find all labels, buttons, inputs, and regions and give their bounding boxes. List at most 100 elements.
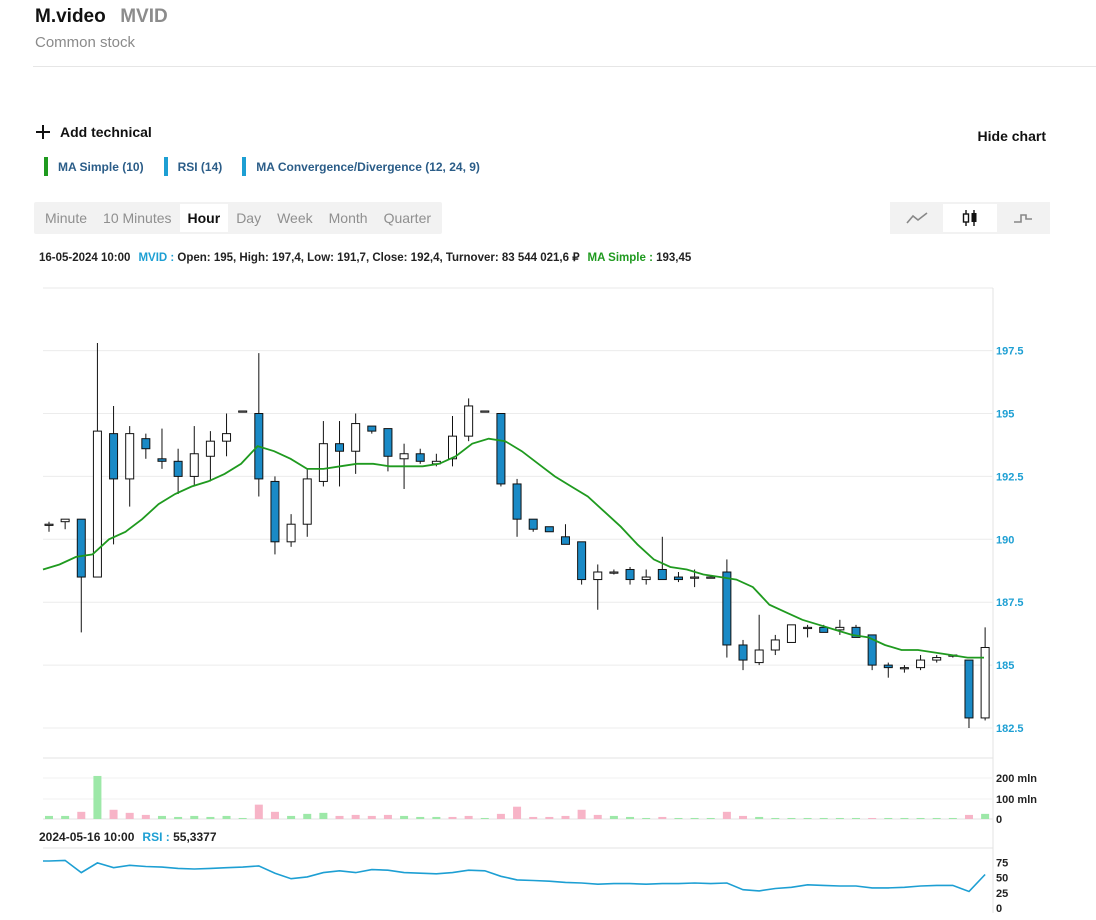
period-hour[interactable]: Hour [179, 204, 229, 232]
candle-body [819, 626, 829, 633]
candle-body [657, 568, 667, 581]
candle-body [883, 664, 893, 669]
candle-body [980, 646, 990, 719]
candle-body [92, 430, 102, 578]
candle-body [673, 576, 683, 581]
candle-body [916, 659, 926, 669]
period-week[interactable]: Week [277, 210, 313, 226]
volume-bar [642, 817, 651, 819]
volume-bar [61, 815, 70, 819]
candle-body [254, 413, 264, 480]
add-technical-label: Add technical [60, 124, 152, 140]
rsi-tick-label: 50 [996, 873, 1008, 885]
volume-bar [206, 816, 215, 819]
candle-body [222, 433, 232, 442]
volume-bar [529, 816, 538, 819]
company-name: M.video [35, 6, 106, 27]
indicator-label: MA Simple (10) [58, 159, 144, 174]
price-tick-label: 187.5 [996, 597, 1024, 609]
volume-bar [739, 815, 748, 819]
volume-bar [658, 816, 667, 819]
candle-body [899, 667, 909, 670]
hide-chart-button[interactable]: Hide chart [977, 128, 1046, 144]
volume-bar [367, 815, 376, 819]
volume-bar [109, 809, 118, 819]
candle-body [302, 478, 312, 525]
ma-value: 193,45 [656, 252, 692, 264]
candle-body [415, 453, 425, 462]
chart-type-selector [890, 202, 1050, 234]
add-technical-button[interactable]: Add technical [36, 124, 152, 140]
candle-body [803, 626, 813, 630]
period-month[interactable]: Month [328, 210, 368, 226]
volume-bar [496, 813, 505, 819]
period-minute[interactable]: Minute [45, 210, 88, 226]
candle-body [851, 626, 861, 638]
candle-body [948, 654, 958, 657]
candle-body [528, 518, 538, 530]
volume-bar [238, 817, 247, 819]
candle-body [609, 571, 619, 574]
candle-body [141, 438, 151, 450]
price-tick-label: 195 [996, 409, 1014, 421]
volume-bar [706, 817, 715, 819]
period-quarter[interactable]: Quarter [383, 210, 432, 226]
volume-bar [803, 817, 812, 819]
period-day[interactable]: Day [236, 210, 262, 226]
candle-body [867, 634, 877, 666]
company-ticker: MVID [120, 6, 168, 27]
indicator-rsi[interactable]: RSI (14) [163, 157, 222, 176]
candle-body [399, 453, 409, 460]
candlestick-icon [962, 210, 977, 226]
rsi-line [43, 859, 986, 893]
volume-bar [545, 816, 554, 819]
step-chart-button[interactable] [997, 202, 1050, 234]
candle-body [738, 644, 748, 661]
rsi-label: RSI : [142, 830, 170, 844]
candle-body [44, 523, 54, 526]
candle-body [560, 536, 570, 545]
volume-bar [771, 817, 780, 819]
candle-body [351, 423, 361, 452]
candle-body [544, 526, 554, 533]
candle-body [835, 626, 845, 631]
candle-datetime: 16-05-2024 10:00 [39, 252, 131, 264]
candle-body [690, 576, 700, 579]
candle-body [286, 523, 296, 543]
volume-bar [674, 817, 683, 819]
candle-body [706, 576, 716, 579]
volume-bar [303, 813, 312, 819]
candle-body [754, 649, 764, 664]
volume-bar [981, 813, 990, 819]
candle-body [625, 568, 635, 581]
candle-body [480, 410, 490, 413]
candle-body [125, 433, 135, 480]
volume-bar [319, 812, 328, 819]
volume-bar [480, 817, 489, 819]
volume-bar [287, 815, 296, 819]
volume-bar [383, 814, 392, 819]
volume-bar [964, 814, 973, 819]
rsi-info-line: 2024-05-16 10:00 RSI : 55,3377 [39, 830, 217, 844]
volume-bar [400, 815, 409, 819]
indicator-ma-simple[interactable]: MA Simple (10) [44, 157, 144, 176]
candle-body [786, 624, 796, 643]
step-chart-icon [1014, 214, 1033, 223]
indicator-macd[interactable]: MA Convergence/Divergence (12, 24, 9) [242, 157, 480, 176]
line-chart-button[interactable] [890, 202, 943, 234]
volume-bar [577, 809, 586, 819]
candlestick-button[interactable] [943, 204, 997, 232]
candle-body [318, 443, 328, 482]
candle-info-line: 16-05-2024 10:00 MVID : Open: 195, High: … [39, 250, 691, 264]
plus-icon [36, 125, 50, 139]
candle-body [76, 518, 86, 578]
price-tick-label: 182.5 [996, 723, 1024, 735]
candle-body [367, 425, 377, 432]
period-10-minutes[interactable]: 10 Minutes [103, 210, 172, 226]
indicator-color-bar [242, 157, 247, 176]
volume-bar [513, 806, 522, 819]
volume-bar [868, 817, 877, 819]
volume-bar [852, 817, 860, 819]
candle-body [464, 405, 474, 437]
